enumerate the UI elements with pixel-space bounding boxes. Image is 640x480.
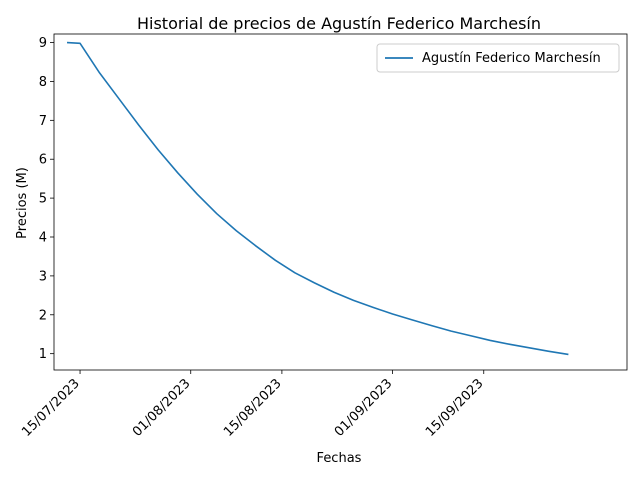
y-tick-label: 1 xyxy=(39,347,47,362)
y-tick-label: 6 xyxy=(39,153,47,168)
x-tick-label: 01/08/2023 xyxy=(130,376,194,440)
plot-area xyxy=(53,33,628,371)
y-tick-label: 2 xyxy=(39,308,47,323)
series-layer xyxy=(66,41,569,356)
y-tick-label: 9 xyxy=(39,36,47,51)
legend-label: Agustín Federico Marchesín xyxy=(422,51,601,66)
y-tick-label: 7 xyxy=(39,114,47,129)
axes-frame xyxy=(53,33,628,371)
x-axis-label: Fechas xyxy=(317,451,362,466)
legend-box xyxy=(376,43,620,73)
x-axis-ticks: 15/07/2023 01/08/2023 15/08/2023 01/09/2023… xyxy=(19,370,487,440)
x-tick-label: 15/09/2023 xyxy=(423,376,487,440)
legend: Agustín Federico Marchesín xyxy=(376,43,620,73)
series-line-0 xyxy=(66,41,569,356)
x-tick-label: 01/09/2023 xyxy=(332,376,396,440)
chart-title: Historial de precios de Agustín Federico… xyxy=(137,14,541,33)
y-tick-label: 8 xyxy=(39,75,47,90)
x-tick-label: 15/08/2023 xyxy=(221,376,285,440)
y-axis-label: Precios (M) xyxy=(15,167,30,239)
y-axis-ticks: 1 2 3 4 5 6 7 8 9 xyxy=(39,36,54,362)
y-tick-label: 4 xyxy=(39,231,47,246)
x-tick-label: 15/07/2023 xyxy=(19,376,83,440)
y-tick-label: 5 xyxy=(39,192,47,207)
y-tick-label: 3 xyxy=(39,269,47,284)
